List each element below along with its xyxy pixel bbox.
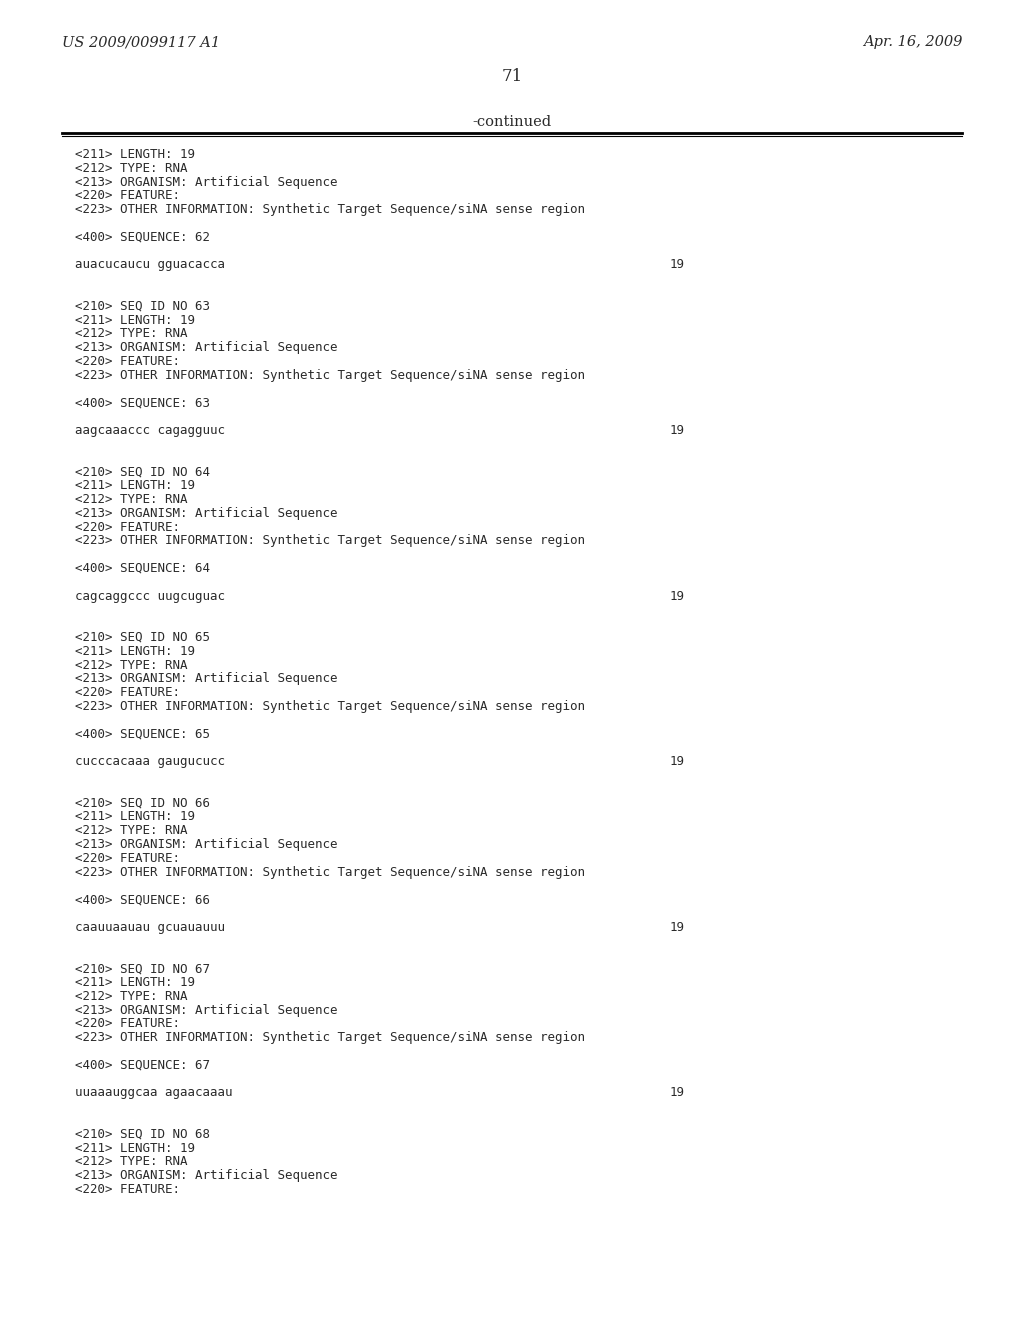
Text: <210> SEQ ID NO 66: <210> SEQ ID NO 66 [75, 796, 210, 809]
Text: <211> LENGTH: 19: <211> LENGTH: 19 [75, 810, 195, 824]
Text: cagcaggccc uugcuguac: cagcaggccc uugcuguac [75, 590, 225, 603]
Text: <223> OTHER INFORMATION: Synthetic Target Sequence/siNA sense region: <223> OTHER INFORMATION: Synthetic Targe… [75, 368, 585, 381]
Text: 19: 19 [670, 424, 685, 437]
Text: <212> TYPE: RNA: <212> TYPE: RNA [75, 327, 187, 341]
Text: <400> SEQUENCE: 64: <400> SEQUENCE: 64 [75, 562, 210, 576]
Text: <213> ORGANISM: Artificial Sequence: <213> ORGANISM: Artificial Sequence [75, 176, 338, 189]
Text: Apr. 16, 2009: Apr. 16, 2009 [862, 36, 962, 49]
Text: <223> OTHER INFORMATION: Synthetic Target Sequence/siNA sense region: <223> OTHER INFORMATION: Synthetic Targe… [75, 866, 585, 879]
Text: <400> SEQUENCE: 67: <400> SEQUENCE: 67 [75, 1059, 210, 1072]
Text: <220> FEATURE:: <220> FEATURE: [75, 851, 180, 865]
Text: <211> LENGTH: 19: <211> LENGTH: 19 [75, 148, 195, 161]
Text: 19: 19 [670, 1086, 685, 1100]
Text: <220> FEATURE:: <220> FEATURE: [75, 520, 180, 533]
Text: 71: 71 [502, 69, 522, 84]
Text: <211> LENGTH: 19: <211> LENGTH: 19 [75, 314, 195, 326]
Text: <223> OTHER INFORMATION: Synthetic Target Sequence/siNA sense region: <223> OTHER INFORMATION: Synthetic Targe… [75, 700, 585, 713]
Text: <220> FEATURE:: <220> FEATURE: [75, 355, 180, 368]
Text: 19: 19 [670, 259, 685, 272]
Text: <400> SEQUENCE: 63: <400> SEQUENCE: 63 [75, 396, 210, 409]
Text: <212> TYPE: RNA: <212> TYPE: RNA [75, 659, 187, 672]
Text: <211> LENGTH: 19: <211> LENGTH: 19 [75, 975, 195, 989]
Text: <213> ORGANISM: Artificial Sequence: <213> ORGANISM: Artificial Sequence [75, 672, 338, 685]
Text: uuaaauggcaa agaacaaau: uuaaauggcaa agaacaaau [75, 1086, 232, 1100]
Text: <220> FEATURE:: <220> FEATURE: [75, 686, 180, 700]
Text: auacucaucu gguacacca: auacucaucu gguacacca [75, 259, 225, 272]
Text: <210> SEQ ID NO 64: <210> SEQ ID NO 64 [75, 466, 210, 478]
Text: <212> TYPE: RNA: <212> TYPE: RNA [75, 492, 187, 506]
Text: <223> OTHER INFORMATION: Synthetic Target Sequence/siNA sense region: <223> OTHER INFORMATION: Synthetic Targe… [75, 535, 585, 548]
Text: <223> OTHER INFORMATION: Synthetic Target Sequence/siNA sense region: <223> OTHER INFORMATION: Synthetic Targe… [75, 203, 585, 216]
Text: <212> TYPE: RNA: <212> TYPE: RNA [75, 162, 187, 174]
Text: -continued: -continued [472, 115, 552, 129]
Text: <223> OTHER INFORMATION: Synthetic Target Sequence/siNA sense region: <223> OTHER INFORMATION: Synthetic Targe… [75, 1031, 585, 1044]
Text: <212> TYPE: RNA: <212> TYPE: RNA [75, 1155, 187, 1168]
Text: <211> LENGTH: 19: <211> LENGTH: 19 [75, 644, 195, 657]
Text: <210> SEQ ID NO 67: <210> SEQ ID NO 67 [75, 962, 210, 975]
Text: cucccacaaa gaugucucc: cucccacaaa gaugucucc [75, 755, 225, 768]
Text: <210> SEQ ID NO 63: <210> SEQ ID NO 63 [75, 300, 210, 313]
Text: <210> SEQ ID NO 68: <210> SEQ ID NO 68 [75, 1127, 210, 1140]
Text: 19: 19 [670, 921, 685, 933]
Text: <220> FEATURE:: <220> FEATURE: [75, 189, 180, 202]
Text: <213> ORGANISM: Artificial Sequence: <213> ORGANISM: Artificial Sequence [75, 341, 338, 354]
Text: <220> FEATURE:: <220> FEATURE: [75, 1183, 180, 1196]
Text: <213> ORGANISM: Artificial Sequence: <213> ORGANISM: Artificial Sequence [75, 507, 338, 520]
Text: <400> SEQUENCE: 62: <400> SEQUENCE: 62 [75, 231, 210, 244]
Text: <212> TYPE: RNA: <212> TYPE: RNA [75, 990, 187, 1003]
Text: aagcaaaccc cagagguuc: aagcaaaccc cagagguuc [75, 424, 225, 437]
Text: <220> FEATURE:: <220> FEATURE: [75, 1018, 180, 1031]
Text: <213> ORGANISM: Artificial Sequence: <213> ORGANISM: Artificial Sequence [75, 838, 338, 851]
Text: <400> SEQUENCE: 65: <400> SEQUENCE: 65 [75, 727, 210, 741]
Text: US 2009/0099117 A1: US 2009/0099117 A1 [62, 36, 220, 49]
Text: <212> TYPE: RNA: <212> TYPE: RNA [75, 824, 187, 837]
Text: <213> ORGANISM: Artificial Sequence: <213> ORGANISM: Artificial Sequence [75, 1003, 338, 1016]
Text: <210> SEQ ID NO 65: <210> SEQ ID NO 65 [75, 631, 210, 644]
Text: caauuaauau gcuauauuu: caauuaauau gcuauauuu [75, 921, 225, 933]
Text: <211> LENGTH: 19: <211> LENGTH: 19 [75, 479, 195, 492]
Text: 19: 19 [670, 590, 685, 603]
Text: 19: 19 [670, 755, 685, 768]
Text: <213> ORGANISM: Artificial Sequence: <213> ORGANISM: Artificial Sequence [75, 1170, 338, 1183]
Text: <400> SEQUENCE: 66: <400> SEQUENCE: 66 [75, 894, 210, 907]
Text: <211> LENGTH: 19: <211> LENGTH: 19 [75, 1142, 195, 1155]
